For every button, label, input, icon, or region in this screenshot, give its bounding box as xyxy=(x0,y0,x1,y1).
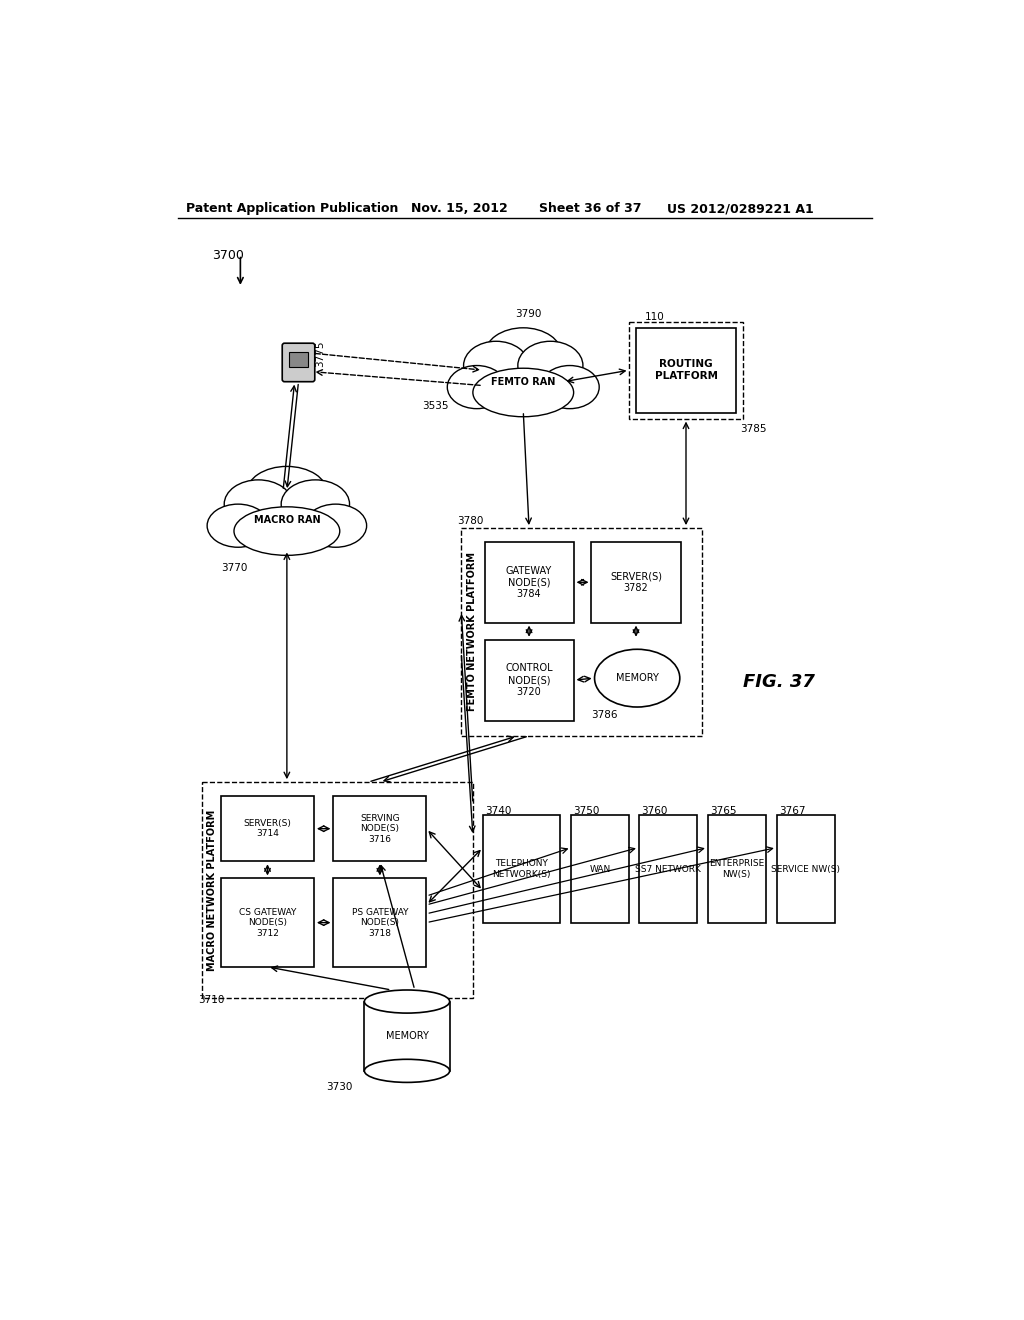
Ellipse shape xyxy=(282,480,349,528)
Text: 3730: 3730 xyxy=(327,1082,352,1093)
Bar xyxy=(461,528,701,737)
Bar xyxy=(708,816,766,923)
Bar xyxy=(571,816,630,923)
Bar xyxy=(483,816,560,923)
Text: ENTERPRISE
NW(S): ENTERPRISE NW(S) xyxy=(710,859,764,879)
Ellipse shape xyxy=(226,480,348,561)
Bar xyxy=(334,796,426,862)
Ellipse shape xyxy=(541,366,599,409)
Text: FEMTO RAN: FEMTO RAN xyxy=(492,376,555,387)
Ellipse shape xyxy=(595,649,680,708)
Bar xyxy=(630,322,742,418)
Text: CS GATEWAY
NODE(S)
3712: CS GATEWAY NODE(S) 3712 xyxy=(239,908,296,937)
Bar xyxy=(592,543,681,623)
Text: 3535: 3535 xyxy=(423,401,449,411)
Bar xyxy=(202,781,473,998)
Text: MACRO NETWORK PLATFORM: MACRO NETWORK PLATFORM xyxy=(208,809,217,970)
Text: PS GATEWAY
NODE(S)
3718: PS GATEWAY NODE(S) 3718 xyxy=(351,908,409,937)
Text: 3790: 3790 xyxy=(515,309,542,318)
Text: 110: 110 xyxy=(645,313,665,322)
Ellipse shape xyxy=(224,480,293,528)
Text: Nov. 15, 2012: Nov. 15, 2012 xyxy=(411,202,508,215)
Ellipse shape xyxy=(473,368,573,417)
Text: SS7 NETWORK: SS7 NETWORK xyxy=(635,865,700,874)
Text: 3750: 3750 xyxy=(573,807,600,816)
Ellipse shape xyxy=(484,327,562,381)
Ellipse shape xyxy=(233,507,340,556)
Text: 3700: 3700 xyxy=(212,249,244,263)
Text: Patent Application Publication: Patent Application Publication xyxy=(186,202,398,215)
Bar xyxy=(289,351,308,367)
Text: Sheet 36 of 37: Sheet 36 of 37 xyxy=(539,202,641,215)
Text: SERVER(S)
3714: SERVER(S) 3714 xyxy=(244,818,292,838)
Bar xyxy=(365,1002,450,1071)
Text: MEMORY: MEMORY xyxy=(615,673,658,684)
Text: 3740: 3740 xyxy=(485,807,512,816)
Text: ROUTING
PLATFORM: ROUTING PLATFORM xyxy=(654,359,718,381)
Text: SERVICE NW(S): SERVICE NW(S) xyxy=(771,865,841,874)
Bar xyxy=(776,816,835,923)
Bar xyxy=(484,640,573,721)
Ellipse shape xyxy=(464,342,528,389)
Text: 3780: 3780 xyxy=(458,516,483,527)
Text: US 2012/0289221 A1: US 2012/0289221 A1 xyxy=(667,202,813,215)
Bar xyxy=(221,878,314,966)
Bar xyxy=(484,543,573,623)
Ellipse shape xyxy=(465,342,582,422)
Ellipse shape xyxy=(447,366,506,409)
Text: GATEWAY
NODE(S)
3784: GATEWAY NODE(S) 3784 xyxy=(506,566,552,599)
Ellipse shape xyxy=(305,504,367,548)
Ellipse shape xyxy=(365,990,450,1014)
FancyBboxPatch shape xyxy=(283,343,314,381)
Bar xyxy=(636,327,736,412)
Ellipse shape xyxy=(207,504,269,548)
Text: 3760: 3760 xyxy=(641,807,668,816)
Text: MACRO RAN: MACRO RAN xyxy=(254,515,321,525)
Bar xyxy=(639,816,697,923)
Text: SERVER(S)
3782: SERVER(S) 3782 xyxy=(610,572,662,593)
Text: CONTROL
NODE(S)
3720: CONTROL NODE(S) 3720 xyxy=(505,664,553,697)
Text: WAN: WAN xyxy=(590,865,611,874)
Text: MEMORY: MEMORY xyxy=(386,1031,428,1041)
Text: 3770: 3770 xyxy=(221,562,248,573)
Text: 3710: 3710 xyxy=(198,995,224,1006)
Bar xyxy=(334,878,426,966)
Ellipse shape xyxy=(246,466,328,520)
Text: SERVING
NODE(S)
3716: SERVING NODE(S) 3716 xyxy=(360,814,399,843)
Text: FEMTO NETWORK PLATFORM: FEMTO NETWORK PLATFORM xyxy=(467,553,477,711)
Text: 3775: 3775 xyxy=(315,341,326,367)
Text: TELEPHONY
NETWORK(S): TELEPHONY NETWORK(S) xyxy=(493,859,551,879)
Text: 3767: 3767 xyxy=(779,807,806,816)
Ellipse shape xyxy=(518,342,583,389)
Ellipse shape xyxy=(365,1059,450,1082)
Text: 3786: 3786 xyxy=(591,710,617,721)
Bar xyxy=(221,796,314,862)
Text: 3765: 3765 xyxy=(710,807,736,816)
Text: FIG. 37: FIG. 37 xyxy=(743,673,815,690)
Text: 3785: 3785 xyxy=(740,424,767,434)
